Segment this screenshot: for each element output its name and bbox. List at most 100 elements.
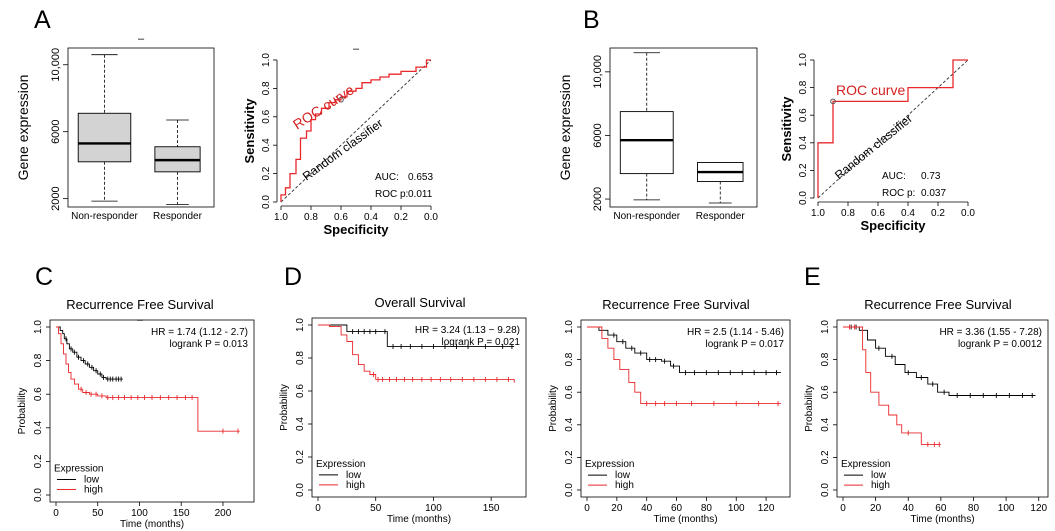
x-tick-label: 0.0	[961, 208, 975, 219]
plot-frame	[67, 47, 215, 208]
panel-letter-b: B	[583, 6, 600, 34]
y-tick-label: 0.0	[261, 195, 272, 209]
panel-letter-e: E	[804, 263, 821, 291]
x-tick-label: 40	[641, 503, 653, 514]
x-tick-label: 0	[315, 503, 321, 514]
hazard-ratio: HR = 1.74 (1.12 - 2.7)	[151, 327, 248, 338]
category-label: Non-responder	[71, 211, 138, 222]
y-tick-label: 0.6	[33, 387, 44, 401]
x-tick-label: 200	[215, 508, 232, 519]
x-tick-label: 150	[483, 503, 500, 514]
y-tick-label: 0.4	[261, 138, 272, 152]
x-tick-label: 0	[53, 508, 59, 519]
y-tick-label: 0.8	[33, 353, 44, 367]
x-tick-label: 20	[611, 503, 623, 514]
roc-curve	[817, 59, 968, 198]
roc-curve	[280, 59, 431, 202]
auc-label: AUC:	[882, 171, 906, 182]
roc-optimal-point	[338, 96, 344, 103]
y-tick-label: 6000	[592, 123, 604, 147]
roc-curve-label: ROC curve	[290, 81, 357, 132]
km-C_km: Recurrence Free Survival – 0 50 100 150 200 Tim…	[17, 297, 255, 530]
legend-label-low: low	[346, 470, 362, 481]
legend-label-low: low	[84, 474, 100, 485]
panel-letter-a: A	[34, 6, 51, 34]
y-tick-label: 1.0	[295, 318, 306, 332]
x-tick-label: 100	[425, 503, 442, 514]
hazard-ratio: HR = 2.5 (1.14 - 5.46)	[687, 327, 784, 338]
y-tick-label: 2000	[50, 186, 62, 210]
y-tick-label: 0.2	[295, 450, 306, 464]
km-D1_km: Overall Survival 0 50 100 150 Time (months) 0.…	[279, 295, 527, 525]
random-classifier-label: Random classifier	[300, 116, 385, 183]
boxplot-A_box: – 2000 6000 10,000 Gene expression Non-respon…	[15, 33, 215, 222]
x-tick-label: 50	[92, 508, 104, 519]
x-tick-label: 0	[584, 503, 590, 514]
x-tick-label: 0.2	[931, 208, 945, 219]
x-tick-label: 0.6	[334, 212, 348, 223]
boxplot-B_box: 2000 6000 10,000 Gene expression Non-respond…	[557, 47, 758, 222]
y-tick-label: 0.8	[564, 352, 575, 366]
y-tick-label: 0.4	[564, 417, 575, 431]
x-tick-label: 80	[968, 503, 980, 514]
top-label: –	[353, 43, 360, 55]
hazard-ratio: HR = 3.24 (1.13 − 9.28)	[415, 325, 520, 336]
auc-value: 0.73	[921, 171, 941, 182]
x-tick-label: 0.4	[364, 212, 378, 223]
plot-title: Recurrence Free Survival	[66, 297, 213, 312]
legend-label-high: high	[871, 480, 890, 491]
roc-B_roc: 1.0 0.8 0.6 0.4 0.2 0.0 0.0 0.2 0.4 0.6 0.8 1.0 Spec…	[779, 53, 975, 233]
y-tick-label: 0.4	[33, 420, 44, 434]
rocp-label: ROC p:	[882, 188, 915, 199]
y-tick-label: 0.6	[261, 109, 272, 123]
y-tick-label: 0.0	[564, 483, 575, 497]
x-axis-label: Specificity	[860, 218, 926, 233]
y-tick-label: 0.8	[798, 80, 809, 94]
logrank-p: logrank P = 0.017	[706, 339, 785, 350]
logrank-p: logrank P = 0.0012	[958, 339, 1042, 350]
legend-title: Expression	[54, 463, 103, 474]
auc-value: 0.653	[408, 172, 433, 183]
y-tick-label: 1.0	[798, 53, 809, 67]
legend-title: Expression	[316, 459, 365, 470]
y-axis-label: Gene expression	[557, 75, 573, 181]
logrank-p: logrank P = 0.021	[442, 337, 521, 348]
plot-frame	[580, 319, 791, 498]
roc-curve-label: ROC curve	[836, 82, 905, 98]
y-tick-label: 0.0	[820, 483, 831, 497]
panel-letter-c: C	[35, 263, 54, 291]
rocp-value: 0.037	[921, 188, 946, 199]
y-tick-label: 0.0	[295, 483, 306, 497]
survival-curve-high	[318, 324, 515, 383]
y-tick-label: 0.2	[564, 450, 575, 464]
y-axis-label: Sensitivity	[242, 98, 257, 164]
y-tick-label: 0.2	[33, 454, 44, 468]
legend-label-high: high	[615, 480, 634, 491]
survival-curve-low	[587, 326, 781, 374]
y-tick-label: 0.4	[295, 417, 306, 431]
y-tick-label: 0.0	[798, 191, 809, 205]
x-axis-label: Time (months)	[910, 514, 974, 525]
survival-curve-high	[587, 326, 781, 405]
plot-title: Overall Survival	[374, 295, 465, 310]
panel-letter-d: D	[284, 263, 303, 291]
x-tick-label: 0.0	[424, 212, 438, 223]
x-tick-label: 1.0	[274, 212, 288, 223]
x-tick-label: 120	[758, 503, 775, 514]
y-tick-label: 0.6	[564, 385, 575, 399]
x-tick-label: 100	[728, 503, 745, 514]
plot-frame	[49, 319, 255, 503]
plot-subtitle: –	[137, 315, 143, 326]
plot-title: Recurrence Free Survival	[602, 297, 749, 312]
x-axis-label: Time (months)	[653, 514, 717, 525]
top-label: –	[138, 33, 145, 45]
survival-curve-low	[56, 326, 123, 380]
y-tick-label: 10,000	[50, 48, 62, 82]
x-tick-label: 150	[173, 508, 190, 519]
y-tick-label: 0.8	[261, 81, 272, 95]
legend-label-high: high	[346, 480, 365, 491]
y-tick-label: 0.6	[295, 384, 306, 398]
x-tick-label: 1.0	[811, 208, 825, 219]
